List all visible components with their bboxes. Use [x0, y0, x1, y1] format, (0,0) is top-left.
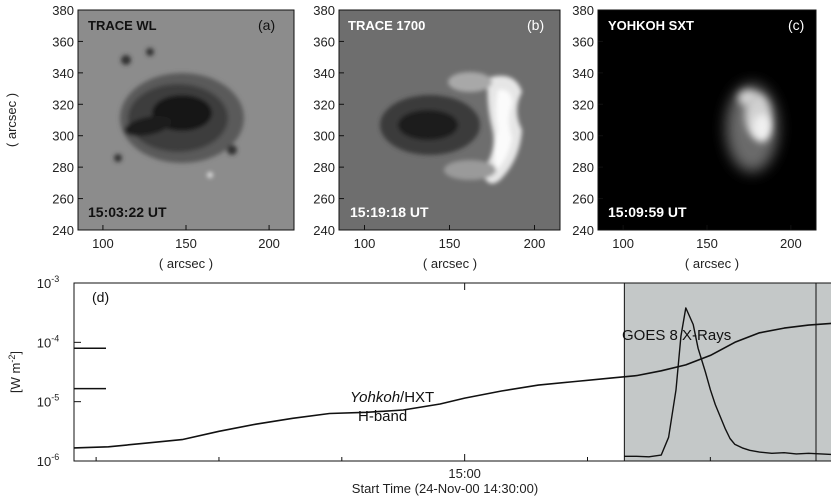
ytick-label: 260: [52, 192, 74, 207]
ytick-label: 10-4: [37, 333, 59, 350]
panel-a: TRACE WL (a) 15:03:22 UT 100 150 200 240 260…: [4, 3, 295, 271]
panel-d-ylabel: [W m-2]: [7, 351, 23, 393]
xtick-label: 200: [780, 236, 802, 251]
panel-a-label: (a): [258, 17, 275, 33]
panel-d-side-marks: [74, 347, 106, 390]
panel-c: YOHKOH SXT (c) 15:09:59 UT 100 150 200 240 2…: [572, 3, 817, 271]
panel-d-hxt-band: H-band: [358, 408, 407, 425]
panel-a-axes: 100 150 200 240 260 280 300 320 340 360 380: [52, 3, 280, 251]
panel-b-timestamp: 15:19:18 UT: [350, 204, 429, 220]
ytick-label: 360: [52, 34, 74, 49]
panel-b-xlabel: ( arcsec ): [423, 256, 477, 271]
panel-c-image-background: [598, 10, 816, 230]
panel-c-timestamp: 15:09:59 UT: [608, 204, 687, 220]
ytick-label: 10-6: [37, 452, 59, 469]
panel-a-pore: [121, 55, 131, 65]
ytick-label: 380: [52, 3, 74, 18]
panel-c-loop-bright: [753, 114, 771, 142]
ytick-label: 260: [313, 192, 335, 207]
panel-c-title: YOHKOH SXT: [608, 18, 694, 33]
panel-d-xlabel: Start Time (24-Nov-00 14:30:00): [352, 481, 538, 496]
ytick-label: 320: [572, 97, 594, 112]
ytick-label: 240: [572, 223, 594, 238]
panel-a-timestamp: 15:03:22 UT: [88, 204, 167, 220]
ytick-label: 340: [52, 66, 74, 81]
ytick-label: 340: [313, 66, 335, 81]
xtick-label: 150: [696, 236, 718, 251]
panel-a-xlabel: ( arcsec ): [159, 256, 213, 271]
xtick-label: 200: [524, 236, 546, 251]
panel-a-pore: [227, 145, 237, 155]
goes-xray-line: [73, 322, 831, 449]
ytick-label: 300: [572, 129, 594, 144]
ytick-label: 240: [52, 223, 74, 238]
panel-b: TRACE 1700 (b) 15:19:18 UT 100 150 200 240 2…: [313, 3, 561, 271]
panel-b-flare-ribbon-core: [494, 89, 512, 170]
panel-a-pore: [207, 172, 213, 178]
panel-c-xlabel: ( arcsec ): [685, 256, 739, 271]
ytick-label: 380: [313, 3, 335, 18]
panel-a-pore: [146, 48, 154, 56]
panel-d-ylabel-sup: -2: [7, 355, 17, 363]
ytick-label: 360: [572, 34, 594, 49]
hxt-hband-line: [624, 307, 831, 458]
xtick-label: 15:00: [448, 466, 481, 481]
panel-b-emission: [380, 72, 522, 184]
panel-d-hxt-label: Yohkoh/HXT: [350, 389, 434, 406]
panel-b-label: (b): [527, 17, 544, 33]
panel-c-loop-upper: [738, 90, 758, 106]
ytick-label: 240: [313, 223, 335, 238]
ytick-label: 280: [313, 160, 335, 175]
ytick-label: 300: [52, 129, 74, 144]
ytick-exponent: -5: [51, 393, 59, 403]
panel-c-label: (c): [788, 17, 804, 33]
ytick-label: 300: [313, 129, 335, 144]
xtick-label: 150: [439, 236, 461, 251]
panel-a-title: TRACE WL: [88, 18, 157, 33]
panel-b-axes: 100 150 200 240 260 280 300 320 340 360 380: [313, 3, 545, 251]
panel-d-hxt-italic: Yohkoh: [350, 389, 400, 406]
panel-a-umbra-tail: [124, 115, 172, 137]
panel-d-label: (d): [92, 289, 109, 305]
ytick-exponent: -3: [51, 274, 59, 284]
ytick-label: 280: [52, 160, 74, 175]
ytick-label: 380: [572, 3, 594, 18]
ytick-label: 360: [313, 34, 335, 49]
panel-d-ylabel-close: ]: [8, 351, 23, 355]
panel-a-ylabel: ( arcsec ): [4, 93, 19, 147]
xtick-label: 100: [354, 236, 376, 251]
panel-d-hxt-rest: /HXT: [400, 389, 434, 406]
panel-a-sunspot: [114, 48, 244, 178]
panel-b-plage: [444, 160, 496, 180]
xtick-label: 100: [612, 236, 634, 251]
panel-c-emission: [726, 84, 778, 172]
ytick-label: 340: [572, 66, 594, 81]
panel-d-goes-label: GOES 8 X-Rays: [622, 327, 731, 344]
panel-a-pore: [114, 154, 122, 162]
panel-c-axes: 100 150 200 240 260 280 300 320 340 360 380: [572, 3, 801, 251]
ytick-label: 320: [313, 97, 335, 112]
ytick-exponent: -4: [51, 333, 59, 343]
ytick-label: 10-5: [37, 393, 59, 410]
xtick-label: 150: [175, 236, 197, 251]
ytick-label: 10-3: [37, 274, 59, 291]
panel-b-title: TRACE 1700: [348, 18, 425, 33]
ytick-label: 280: [572, 160, 594, 175]
xtick-label: 200: [258, 236, 280, 251]
panel-d-frame: [73, 282, 817, 462]
panel-d-series: [73, 307, 831, 458]
panel-b-plage: [448, 72, 492, 92]
xtick-label: 100: [92, 236, 114, 251]
panel-d-ylabel-unit: [W m: [8, 363, 23, 393]
ytick-label: 260: [572, 192, 594, 207]
panel-b-dark-core: [398, 110, 458, 140]
ytick-exponent: -6: [51, 452, 59, 462]
ytick-label: 320: [52, 97, 74, 112]
